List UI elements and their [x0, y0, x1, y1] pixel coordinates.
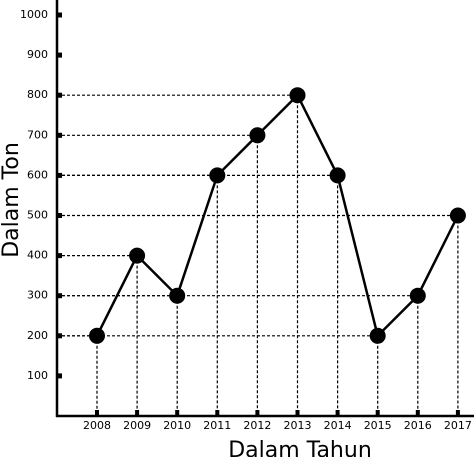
y-tick	[57, 52, 62, 58]
x-tick-label: 2015	[364, 419, 392, 432]
y-tick-label: 300	[27, 289, 48, 302]
x-tick-label: 2008	[83, 419, 111, 432]
x-tick-label: 2012	[243, 419, 271, 432]
x-tick-label: 2010	[163, 419, 191, 432]
y-tick-label: 800	[27, 88, 48, 101]
y-tick	[57, 373, 62, 379]
point	[289, 87, 306, 104]
y-tick	[57, 12, 62, 18]
y-tick-label: 500	[27, 209, 48, 222]
y-tick-label: 600	[27, 168, 48, 181]
y-tick-label: 400	[27, 249, 48, 262]
x-axis-title: Dalam Tahun	[228, 438, 372, 457]
point	[209, 167, 226, 184]
point	[409, 287, 426, 304]
x-tick-label: 2014	[324, 419, 352, 432]
point	[169, 287, 186, 304]
point	[329, 167, 346, 184]
point	[249, 127, 266, 144]
point	[369, 327, 386, 344]
y-tick-label: 200	[27, 329, 48, 342]
line	[95, 93, 460, 339]
y-tick-label: 100	[27, 369, 48, 382]
y-tick-label: 700	[27, 128, 48, 141]
y-tick-label: 900	[27, 48, 48, 61]
y-axis-title: Dalam Ton	[0, 142, 24, 258]
x-tick-label: 2011	[203, 419, 231, 432]
point	[449, 207, 466, 224]
x-tick-label: 2016	[404, 419, 432, 432]
x-tick-label: 2009	[123, 419, 151, 432]
y-tick-label: 1000	[20, 8, 48, 21]
point	[89, 327, 105, 344]
x-tick-label: 2017	[444, 419, 472, 432]
x-tick-label: 2013	[284, 419, 312, 432]
point	[129, 247, 146, 264]
